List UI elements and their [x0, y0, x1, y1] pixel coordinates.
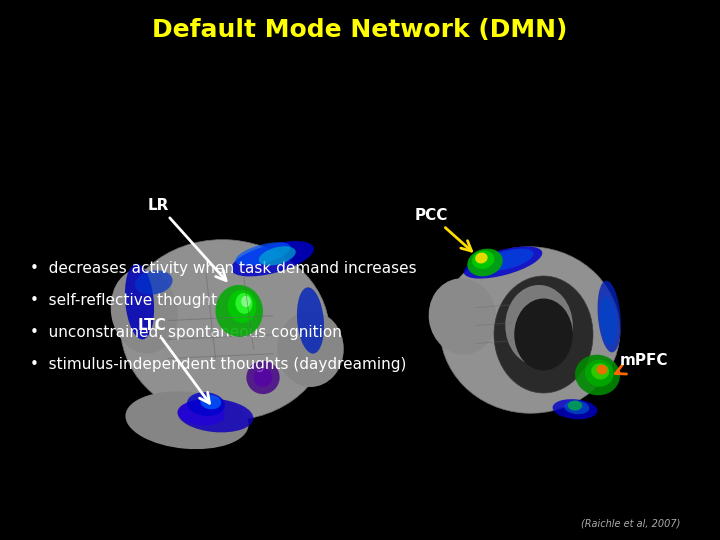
Ellipse shape: [481, 248, 534, 271]
Text: •  unconstrained, spontaneous cognition: • unconstrained, spontaneous cognition: [30, 325, 342, 340]
Ellipse shape: [475, 253, 487, 264]
Ellipse shape: [135, 271, 173, 295]
Ellipse shape: [440, 247, 620, 413]
Text: (Raichle et al, 2007): (Raichle et al, 2007): [580, 518, 680, 528]
Ellipse shape: [125, 264, 154, 339]
Ellipse shape: [464, 246, 542, 279]
Text: Default Mode Network (DMN): Default Mode Network (DMN): [153, 18, 567, 42]
Ellipse shape: [467, 248, 503, 276]
Ellipse shape: [568, 401, 582, 410]
Ellipse shape: [231, 241, 314, 276]
Ellipse shape: [297, 287, 324, 354]
Ellipse shape: [228, 289, 256, 323]
Ellipse shape: [258, 246, 296, 266]
Ellipse shape: [428, 278, 496, 355]
Ellipse shape: [178, 399, 253, 433]
Text: mPFC: mPFC: [616, 353, 668, 374]
Ellipse shape: [246, 361, 279, 394]
Ellipse shape: [564, 401, 590, 414]
Ellipse shape: [575, 355, 620, 395]
Ellipse shape: [552, 399, 598, 419]
Text: •  decreases activity when task demand increases: • decreases activity when task demand in…: [30, 260, 417, 275]
Ellipse shape: [494, 276, 593, 393]
Ellipse shape: [514, 299, 572, 370]
Ellipse shape: [121, 240, 329, 420]
Text: LR: LR: [148, 198, 226, 281]
Ellipse shape: [178, 402, 225, 426]
Ellipse shape: [187, 392, 225, 416]
Ellipse shape: [235, 242, 291, 266]
Text: •  self-reflective thought: • self-reflective thought: [30, 293, 217, 307]
Ellipse shape: [111, 268, 178, 354]
Ellipse shape: [505, 285, 572, 366]
Ellipse shape: [241, 296, 251, 307]
Ellipse shape: [472, 251, 495, 269]
Ellipse shape: [125, 392, 248, 449]
Ellipse shape: [253, 368, 272, 387]
Ellipse shape: [585, 360, 613, 387]
Ellipse shape: [598, 281, 621, 353]
Ellipse shape: [277, 311, 343, 387]
Text: •  stimulus-independent thoughts (daydreaming): • stimulus-independent thoughts (daydrea…: [30, 356, 406, 372]
Text: PCC: PCC: [415, 208, 472, 251]
Text: LTC: LTC: [138, 318, 210, 403]
Ellipse shape: [600, 296, 616, 346]
Ellipse shape: [215, 285, 263, 337]
Ellipse shape: [597, 364, 608, 375]
Ellipse shape: [200, 395, 221, 409]
Ellipse shape: [235, 293, 253, 314]
Ellipse shape: [591, 363, 609, 380]
